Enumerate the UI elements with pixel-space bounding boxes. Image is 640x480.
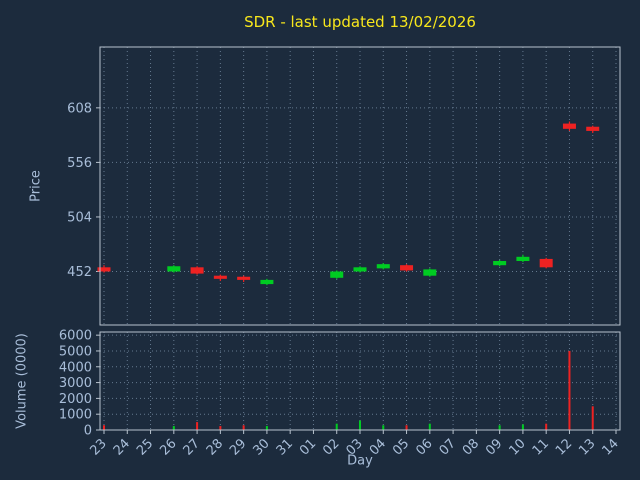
x-tick-label: 02: [320, 436, 342, 458]
x-tick-label: 27: [181, 436, 203, 458]
x-tick-label: 29: [227, 436, 249, 458]
price-panel-frame: [99, 46, 621, 326]
x-tick-label: 09: [483, 436, 505, 458]
volume-tick-label: 4000: [59, 360, 92, 375]
x-tick-label: 06: [413, 436, 435, 458]
x-tick-label: 10: [506, 436, 528, 458]
x-tick-label: 26: [157, 436, 179, 458]
volume-bar-13: [591, 406, 594, 430]
volume-bar-06: [428, 423, 431, 430]
candle-body-23: [97, 267, 111, 272]
volume-bar-02: [335, 423, 338, 430]
candle-body-02: [330, 271, 344, 278]
candle-body-10: [516, 256, 530, 262]
volume-bar-12: [568, 350, 571, 430]
volume-tick-label: 3000: [59, 376, 92, 391]
candle-body-30: [260, 279, 274, 285]
candle-body-29: [237, 276, 251, 280]
candle-body-27: [190, 267, 204, 274]
volume-bar-27: [196, 422, 199, 430]
candle-body-26: [167, 266, 181, 272]
volume-bar-29: [242, 425, 245, 430]
volume-bar-03: [359, 420, 361, 430]
x-tick-label: 12: [553, 436, 575, 458]
x-tick-label: 05: [390, 436, 412, 458]
candle-body-06: [423, 269, 437, 276]
candle-body-04: [376, 264, 390, 269]
x-tick-label: 07: [437, 436, 459, 458]
candle-body-12: [562, 123, 576, 129]
chart-title: SDR - last updated 13/02/2026: [244, 13, 476, 31]
volume-bar-10: [521, 424, 524, 430]
candle-body-05: [400, 265, 414, 271]
volume-bar-30: [265, 426, 268, 430]
volume-bar-05: [405, 425, 408, 430]
candle-body-28: [213, 275, 227, 279]
volume-tick-label: 2000: [59, 392, 92, 407]
volume-tick-label: 5000: [59, 344, 92, 359]
x-tick-label: 11: [530, 436, 552, 458]
price-tick-label: 504: [67, 210, 92, 225]
price-axis-label: Price: [28, 170, 44, 202]
x-tick-label: 24: [111, 436, 133, 458]
volume-bar-11: [545, 423, 548, 430]
volume-bar-04: [382, 425, 385, 430]
volume-panel-frame: [99, 331, 621, 431]
day-axis-label: Day: [347, 453, 373, 469]
candle-body-03: [353, 267, 367, 272]
volume-bar-23: [103, 425, 105, 430]
x-tick-label: 23: [88, 436, 110, 458]
price-tick-label: 556: [67, 156, 92, 171]
volume-bar-09: [498, 425, 501, 430]
x-tick-label: 08: [460, 436, 482, 458]
x-tick-label: 31: [274, 436, 296, 458]
x-tick-label: 13: [576, 436, 598, 458]
candle-body-13: [586, 126, 600, 131]
volume-tick-label: 0: [84, 424, 92, 439]
volume-bar-26: [172, 426, 175, 430]
price-tick-label: 452: [67, 265, 92, 280]
x-tick-label: 25: [134, 436, 156, 458]
volume-axis-label: Volume (0000): [14, 333, 30, 429]
volume-bar-28: [219, 426, 222, 430]
x-tick-label: 14: [600, 436, 622, 458]
volume-tick-label: 1000: [59, 408, 92, 423]
candle-body-09: [493, 261, 507, 266]
candle-body-11: [539, 258, 553, 268]
x-tick-label: 01: [297, 436, 319, 458]
x-tick-label: 28: [204, 436, 226, 458]
price-tick-label: 608: [67, 101, 92, 116]
volume-tick-label: 6000: [59, 329, 92, 344]
x-tick-label: 30: [250, 436, 272, 458]
